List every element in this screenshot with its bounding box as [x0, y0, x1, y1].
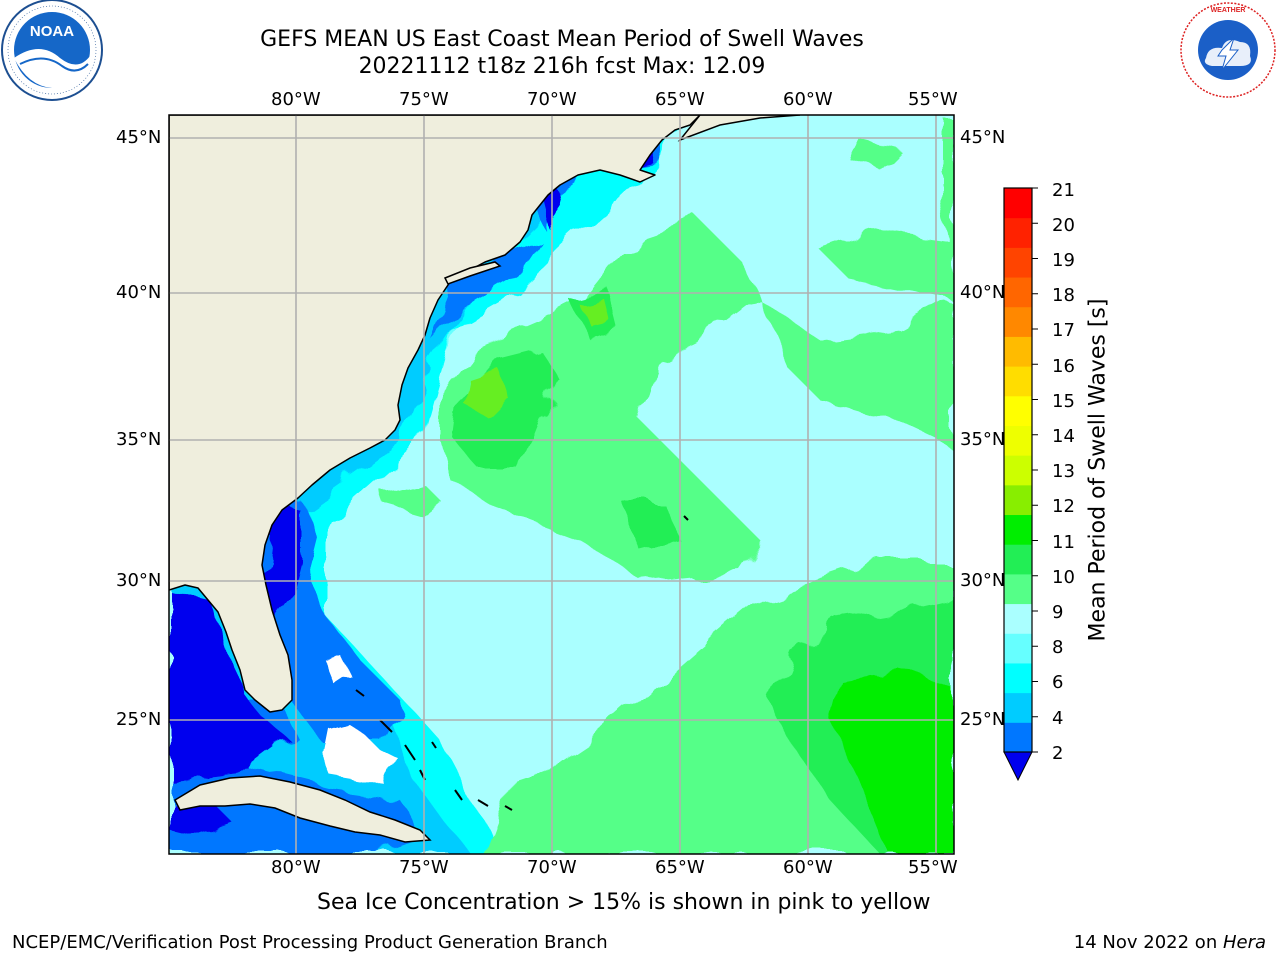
lon-label-bottom: 55°W — [908, 857, 958, 878]
lat-label-left: 35°N — [116, 429, 162, 450]
colorbar-segment — [1004, 633, 1032, 664]
lat-label-left: 40°N — [116, 282, 162, 303]
colorbar-segment — [1004, 425, 1032, 456]
map-frame — [168, 114, 955, 855]
footer-date: 14 Nov 2022 on Hera — [1074, 932, 1266, 953]
colorbar-segment — [1004, 366, 1032, 397]
footer-credit: NCEP/EMC/Verification Post Processing Pr… — [12, 932, 608, 953]
colorbar-segment — [1004, 277, 1032, 308]
colorbar-segment — [1004, 247, 1032, 278]
land-north-america — [169, 115, 701, 713]
lon-label-bottom: 65°W — [655, 857, 705, 878]
nws-logo-icon: WEATHER — [1180, 2, 1276, 98]
colorbar-segment — [1004, 544, 1032, 575]
colorbar-segment — [1004, 336, 1032, 367]
colorbar-segment — [1004, 514, 1032, 545]
lon-label-bottom: 70°W — [527, 857, 577, 878]
colorbar-segment — [1004, 306, 1032, 337]
lon-label-top: 65°W — [655, 89, 705, 110]
footer-date-text: 14 Nov 2022 on — [1073, 932, 1223, 953]
lat-label-right: 25°N — [960, 709, 1006, 730]
lon-label-bottom: 80°W — [271, 857, 321, 878]
map-title: GEFS MEAN US East Coast Mean Period of S… — [260, 27, 864, 52]
map-subtitle: 20221112 t18z 216h fcst Max: 12.09 — [358, 54, 766, 79]
svg-text:WEATHER: WEATHER — [1211, 7, 1246, 14]
colorbar-segment — [1004, 188, 1032, 219]
colorbar-label: Mean Period of Swell Waves [s] — [1085, 298, 1111, 642]
colorbar-segment — [1004, 692, 1032, 723]
colorbar-tick-label: 19 — [1052, 250, 1075, 271]
colorbar-segment — [1004, 455, 1032, 486]
sea-ice-note: Sea Ice Concentration > 15% is shown in … — [317, 890, 931, 915]
lon-label-top: 55°W — [908, 89, 958, 110]
lon-label-top: 60°W — [783, 89, 833, 110]
lat-label-right: 40°N — [960, 282, 1006, 303]
lon-label-top: 80°W — [271, 89, 321, 110]
land-long-island — [443, 261, 502, 285]
lat-label-left: 30°N — [116, 570, 162, 591]
colorbar-tick-label: 8 — [1052, 637, 1064, 658]
footer-host: Hera — [1222, 932, 1266, 953]
lat-label-right: 35°N — [960, 429, 1006, 450]
colorbar-tick-label: 4 — [1052, 708, 1064, 729]
colorbar-tick-label: 9 — [1052, 602, 1064, 623]
colorbar-tick-label: 21 — [1052, 180, 1075, 201]
lon-label-top: 75°W — [399, 89, 449, 110]
colorbar-tick-label: 13 — [1052, 461, 1075, 482]
bahamas-islands — [355, 515, 689, 811]
colorbar-tick-label: 14 — [1052, 426, 1075, 447]
colorbar-under-triangle — [1003, 751, 1033, 782]
lat-label-right: 30°N — [960, 570, 1006, 591]
lon-label-top: 70°W — [527, 89, 577, 110]
colorbar-tick-label: 15 — [1052, 391, 1075, 412]
colorbar-tick-label: 6 — [1052, 672, 1064, 693]
colorbar-tick-label: 10 — [1052, 567, 1075, 588]
colorbar-tick-label: 2 — [1052, 743, 1064, 764]
colorbar-segment — [1004, 662, 1032, 694]
lat-label-left: 45°N — [116, 127, 162, 148]
colorbar-segments — [1004, 188, 1032, 753]
colorbar-segment — [1004, 217, 1032, 248]
colorbar-tick-label: 18 — [1052, 285, 1075, 306]
lat-label-right: 45°N — [960, 127, 1006, 148]
colorbar-tick-label: 20 — [1052, 215, 1075, 236]
colorbar-segment — [1004, 573, 1032, 605]
land-nova-scotia — [677, 115, 801, 142]
lat-label-left: 25°N — [116, 709, 162, 730]
colorbar-tick-label: 16 — [1052, 356, 1075, 377]
colorbar-ticks — [1032, 187, 1038, 753]
land-cuba — [174, 775, 432, 843]
map-gridlines — [169, 115, 954, 854]
colorbar-segment — [1004, 603, 1032, 634]
svg-text:NOAA: NOAA — [30, 23, 74, 40]
colorbar-segment — [1004, 395, 1032, 426]
colorbar-tick-label: 12 — [1052, 496, 1075, 517]
colorbar-segment — [1004, 484, 1032, 516]
colorbar-tick-label: 17 — [1052, 320, 1075, 341]
noaa-logo-icon: NOAA — [1, 0, 103, 101]
colorbar-segment — [1004, 722, 1032, 753]
lon-label-bottom: 75°W — [399, 857, 449, 878]
lon-label-bottom: 60°W — [783, 857, 833, 878]
colorbar-tick-label: 11 — [1052, 532, 1075, 553]
